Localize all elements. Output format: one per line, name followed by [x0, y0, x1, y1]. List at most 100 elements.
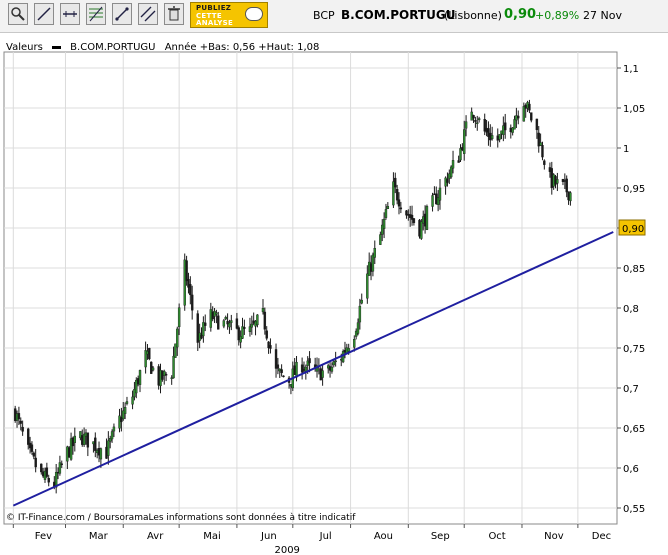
candle-body — [366, 273, 369, 299]
candle-body — [394, 177, 397, 188]
candle-body — [164, 373, 168, 376]
y-tick-label: 0,55 — [623, 504, 645, 515]
parallel-lines-button[interactable] — [138, 3, 158, 25]
candle-body — [282, 375, 285, 378]
candle-body — [356, 322, 360, 334]
candle-body — [569, 192, 572, 202]
candle-body — [151, 367, 155, 371]
quote-market: (Lisbonne) — [444, 9, 502, 22]
zoom-button[interactable] — [8, 3, 28, 25]
candle-body — [457, 160, 460, 163]
candle-body — [556, 179, 559, 184]
candle-body — [202, 322, 205, 337]
candle-body — [187, 278, 190, 288]
candle-body — [79, 431, 82, 439]
legend-label: Valeurs — [6, 42, 43, 53]
candle-body — [537, 132, 540, 147]
candle-body — [19, 420, 22, 424]
candle-body — [261, 308, 265, 313]
parallel-lines-icon — [140, 6, 156, 22]
candle-body — [304, 366, 308, 372]
candle-body — [300, 364, 304, 373]
candle-body — [276, 364, 280, 369]
candle-body — [228, 322, 231, 328]
publish-analysis-button[interactable]: PUBLIEZ CETTE ANALYSE — [190, 2, 268, 28]
candle-body — [477, 118, 481, 121]
candle-body — [109, 437, 112, 442]
chart-legend: Valeurs B.COM.PORTUGU Année +Bas: 0,56 +… — [6, 42, 325, 53]
x-axis-year: 2009 — [274, 545, 299, 555]
promo-line-3: ANALYSE — [196, 19, 234, 27]
candle-body — [371, 254, 375, 272]
candles — [13, 99, 572, 494]
candle-body — [267, 341, 270, 349]
candle-body — [135, 379, 138, 394]
candle-body — [513, 119, 516, 130]
candle-body — [27, 428, 30, 445]
candle-body — [425, 206, 429, 230]
candle-body — [17, 413, 21, 420]
candle-body — [395, 188, 399, 201]
candle-body — [464, 121, 468, 129]
legend-swatch — [51, 45, 61, 49]
quote-date: 27 Nov — [583, 9, 622, 22]
candle-body — [217, 315, 220, 330]
trend-line-button[interactable] — [112, 3, 132, 25]
candle-body — [265, 330, 268, 339]
fibonacci-icon — [89, 6, 103, 22]
candle-body — [170, 377, 173, 379]
chart-toolbar: PUBLIEZ CETTE ANALYSE BCP B.COM.PORTUGU … — [0, 0, 668, 33]
candle-body — [565, 178, 568, 193]
candle-body — [541, 145, 544, 158]
candle-body — [94, 437, 97, 451]
legend-series: B.COM.PORTUGU — [70, 42, 156, 53]
draw-line-icon — [37, 7, 51, 21]
candle-body — [235, 318, 239, 329]
candle-body — [54, 472, 58, 488]
candle-body — [522, 106, 526, 122]
candle-body — [381, 224, 384, 235]
candle-body — [174, 343, 177, 358]
candle-body — [172, 355, 175, 379]
candle-body — [530, 112, 533, 121]
candle-body — [263, 311, 267, 330]
candle-body — [185, 260, 188, 282]
promo-line-1: PUBLIEZ — [196, 4, 232, 12]
y-tick-label: 1 — [623, 144, 629, 155]
copyright-notice: © IT-Finance.com / BoursoramaLes informa… — [6, 513, 356, 523]
candle-body — [431, 195, 434, 207]
candle-body — [45, 467, 49, 477]
x-tick-label: Avr — [147, 531, 164, 542]
candle-body — [446, 178, 449, 183]
trash-button[interactable] — [164, 3, 184, 25]
candle-body — [148, 347, 151, 360]
candle-body — [504, 122, 507, 131]
fibonacci-button[interactable] — [86, 3, 106, 25]
last-price-box — [618, 219, 646, 236]
candle-body — [269, 345, 272, 349]
x-tick-label: Oct — [488, 531, 505, 542]
candle-body — [163, 370, 166, 376]
candle-body — [239, 336, 242, 343]
candle-body — [438, 187, 442, 201]
candle-body — [189, 284, 192, 296]
y-tick-label: 0,6 — [623, 464, 639, 475]
x-tick-label: Jul — [319, 531, 332, 542]
candle-body — [306, 360, 309, 366]
candle-body — [30, 444, 34, 452]
candle-body — [250, 323, 254, 328]
candle-body — [99, 448, 103, 460]
candle-body — [123, 406, 127, 414]
candle-body — [535, 118, 539, 131]
candle-body — [405, 210, 408, 216]
candle-body — [86, 432, 90, 448]
candle-body — [353, 338, 356, 348]
draw-line-button[interactable] — [34, 3, 54, 25]
quote-code: BCP — [313, 9, 335, 22]
candle-body — [21, 426, 24, 432]
horizontal-line-button[interactable] — [60, 3, 80, 25]
candle-body — [384, 209, 388, 218]
candle-body — [243, 327, 246, 329]
candle-body — [358, 305, 362, 323]
candle-body — [120, 417, 123, 423]
